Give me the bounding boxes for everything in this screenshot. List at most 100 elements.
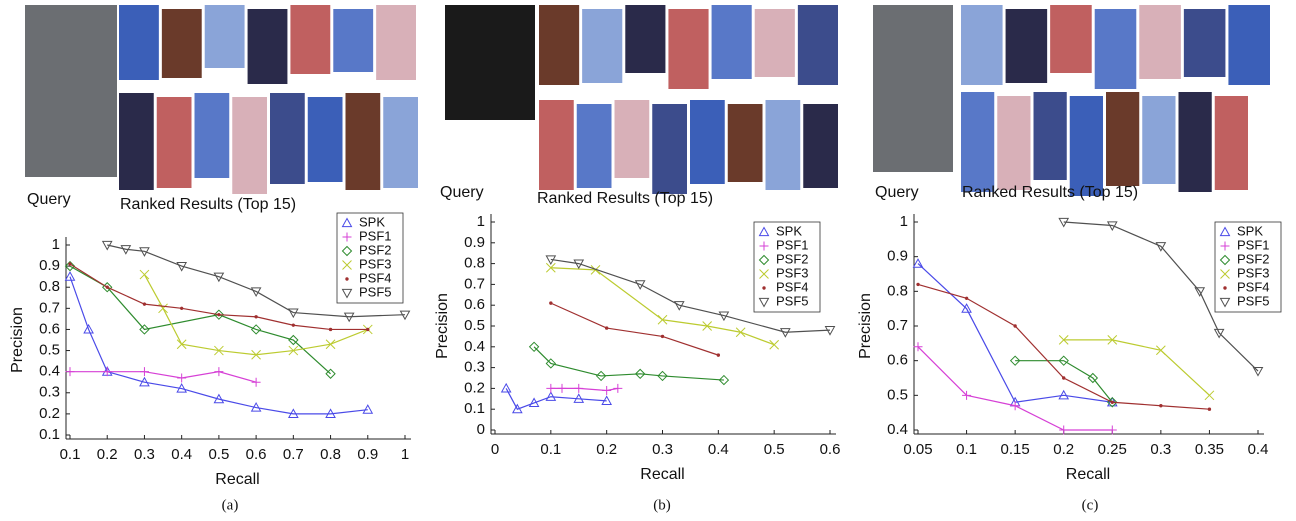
marker [1059, 426, 1068, 435]
y-tick-label: 0.4 [39, 363, 60, 380]
result-image [712, 5, 752, 79]
query-label: Query [875, 184, 919, 201]
query-image [25, 5, 117, 177]
x-tick-label: 0.35 [1195, 441, 1224, 458]
marker [574, 384, 583, 393]
y-tick-label: 0.6 [464, 296, 485, 313]
marker [140, 367, 149, 376]
marker [717, 354, 719, 356]
result-image [1142, 96, 1175, 184]
x-tick-label: 0.1 [956, 441, 977, 458]
x-tick-label: 0.4 [708, 441, 729, 458]
x-tick-label: 0.1 [540, 441, 561, 458]
result-image [308, 97, 343, 182]
results-label: Ranked Results (Top 15) [120, 196, 296, 213]
result-image [961, 92, 994, 192]
series-line [70, 372, 256, 383]
x-tick-label: 0.1 [60, 446, 81, 463]
result-image [205, 5, 245, 68]
x-tick-label: 0.4 [1248, 441, 1269, 458]
series-line [1015, 361, 1112, 403]
x-axis-label: Recall [1066, 466, 1110, 483]
caption: (c) [1082, 497, 1099, 513]
result-image [755, 9, 795, 77]
y-tick-label: 0.7 [887, 317, 908, 334]
x-tick-label: 0.6 [246, 446, 267, 463]
x-axis-label: Recall [215, 471, 259, 488]
result-image [119, 5, 159, 80]
marker [255, 316, 257, 318]
legend-label: PSF3 [1237, 265, 1270, 280]
y-tick-label: 0.4 [887, 421, 908, 438]
result-image [798, 5, 838, 85]
result-image [270, 93, 305, 184]
result-image [690, 100, 725, 184]
query-label: Query [27, 191, 71, 208]
series-line [1064, 340, 1210, 395]
legend-label: PSF5 [1237, 293, 1270, 308]
result-image [668, 9, 708, 89]
marker [502, 384, 511, 392]
series-line [506, 388, 607, 409]
result-image [119, 93, 154, 190]
series-line [534, 347, 724, 380]
x-tick-label: 0.25 [1098, 441, 1127, 458]
legend-label: PSF1 [359, 228, 392, 243]
y-tick-label: 0.7 [464, 275, 485, 292]
result-image [961, 5, 1003, 85]
series-line [70, 266, 331, 374]
y-tick-label: 1 [477, 213, 485, 230]
marker [763, 287, 765, 289]
marker [66, 367, 75, 376]
marker [292, 324, 294, 326]
legend-label: PSF4 [1237, 279, 1270, 294]
marker [69, 263, 71, 265]
marker [367, 328, 369, 330]
result-image [232, 97, 267, 194]
x-tick-label: 0.15 [1001, 441, 1030, 458]
y-tick-label: 0.7 [39, 299, 60, 316]
x-tick-label: 0.5 [764, 441, 785, 458]
marker [1108, 426, 1117, 435]
marker [1156, 346, 1165, 355]
marker [218, 313, 220, 315]
result-image [195, 93, 230, 178]
marker [1111, 401, 1113, 403]
marker [546, 384, 555, 393]
result-image [997, 96, 1030, 190]
x-tick-label: 0.5 [208, 446, 229, 463]
result-image [1070, 96, 1103, 196]
query-image [873, 5, 953, 172]
series-line [551, 268, 774, 345]
result-image [1050, 5, 1092, 73]
y-tick-label: 0.5 [887, 386, 908, 403]
legend-label: PSF4 [776, 279, 809, 294]
marker [1014, 325, 1016, 327]
y-tick-label: 0.9 [39, 257, 60, 274]
marker [965, 297, 967, 299]
marker [177, 374, 186, 383]
result-image [625, 5, 665, 73]
marker [106, 286, 108, 288]
marker [605, 327, 607, 329]
result-image [383, 97, 418, 188]
legend-label: PSF2 [359, 242, 392, 257]
query-image [445, 5, 535, 120]
result-image [1095, 9, 1137, 89]
marker [550, 302, 552, 304]
marker [140, 270, 149, 279]
x-tick-label: 0 [491, 441, 499, 458]
result-image [162, 9, 202, 78]
legend-label: PSF3 [359, 256, 392, 271]
series-line [144, 275, 367, 355]
legend-label: PSF1 [1237, 237, 1270, 252]
legend-label: PSF2 [1237, 251, 1270, 266]
marker [1208, 408, 1210, 410]
y-axis-label: Precision [9, 307, 26, 373]
legend-label: SPK [1237, 223, 1263, 238]
marker [661, 335, 663, 337]
y-tick-label: 1 [900, 213, 908, 230]
result-image [728, 104, 763, 182]
y-tick-label: 0 [477, 421, 485, 438]
y-tick-label: 0.3 [464, 359, 485, 376]
